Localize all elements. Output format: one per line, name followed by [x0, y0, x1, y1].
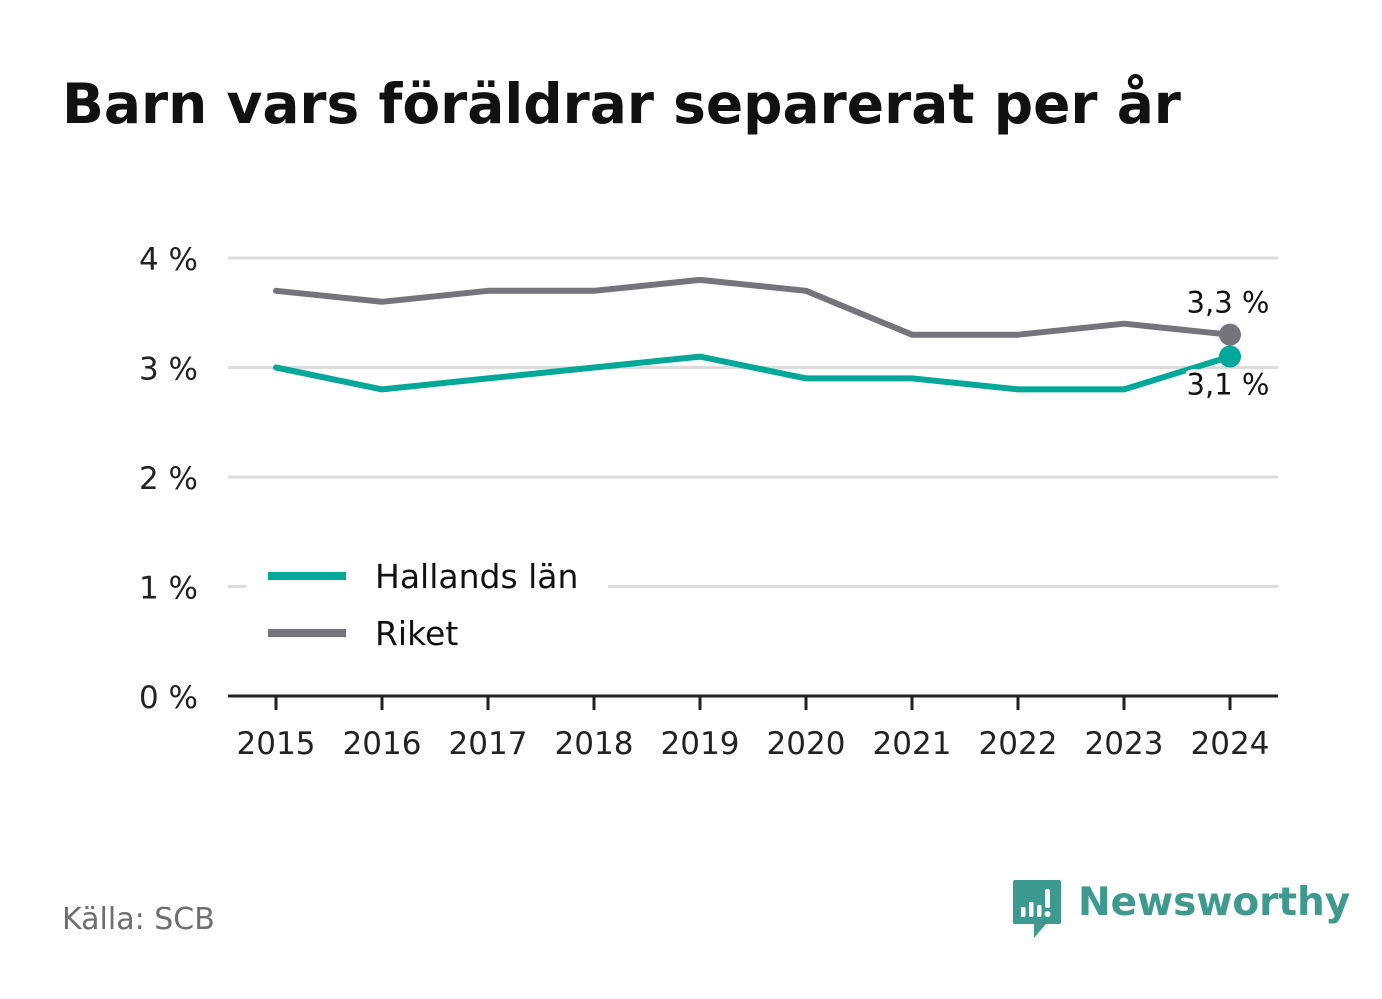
y-tick-label: 0 %: [139, 680, 198, 716]
x-tick-label: 2024: [1191, 726, 1270, 762]
x-tick-label: 2016: [343, 726, 422, 762]
x-axis-tick-labels: 2015 2016 2017 2018 2019 2020 2021 2022 2023 2024: [237, 726, 1270, 762]
legend-background: [246, 548, 608, 658]
x-tick-label: 2015: [237, 726, 316, 762]
x-tick-label: 2022: [979, 726, 1058, 762]
legend-label-hallands-lan: Hallands län: [375, 557, 578, 596]
x-tick-label: 2021: [873, 726, 952, 762]
x-tick-label: 2018: [555, 726, 634, 762]
data-point-riket: [1219, 323, 1241, 346]
source-note: Källa: SCB: [62, 902, 215, 937]
y-tick-label: 4 %: [139, 242, 198, 278]
y-tick-label: 1 %: [139, 571, 198, 607]
gridlines: [228, 256, 1278, 588]
x-tick-label: 2023: [1085, 726, 1164, 762]
y-axis-tick-labels: 0 % 1 % 2 % 3 % 4 %: [139, 242, 198, 716]
y-tick-label: 2 %: [139, 461, 198, 497]
end-value-labels: 3,1 % 3,3 %: [1183, 282, 1273, 405]
newsworthy-logo-icon: [1013, 880, 1061, 938]
series-line-riket: [273, 276, 1233, 338]
legend-label-riket: Riket: [375, 614, 458, 653]
x-axis: [228, 694, 1278, 710]
chart-title: Barn vars föräldrar separerat per år: [62, 72, 1181, 136]
x-tick-label: 2019: [661, 726, 740, 762]
series-lines: [273, 276, 1241, 393]
end-label-riket: 3,3 %: [1187, 286, 1270, 320]
series-line-hallands-lan: [273, 353, 1233, 393]
legend: Hallands län Riket: [246, 548, 608, 658]
y-tick-label: 3 %: [139, 352, 198, 388]
x-tick-label: 2020: [767, 726, 846, 762]
brand-name: Newsworthy: [1078, 880, 1351, 925]
x-tick-label: 2017: [449, 726, 528, 762]
brand-lockup: Newsworthy: [1012, 878, 1350, 940]
data-point-hallands-lan: [1219, 345, 1241, 368]
end-label-hallands-lan: 3,1 %: [1187, 368, 1270, 402]
